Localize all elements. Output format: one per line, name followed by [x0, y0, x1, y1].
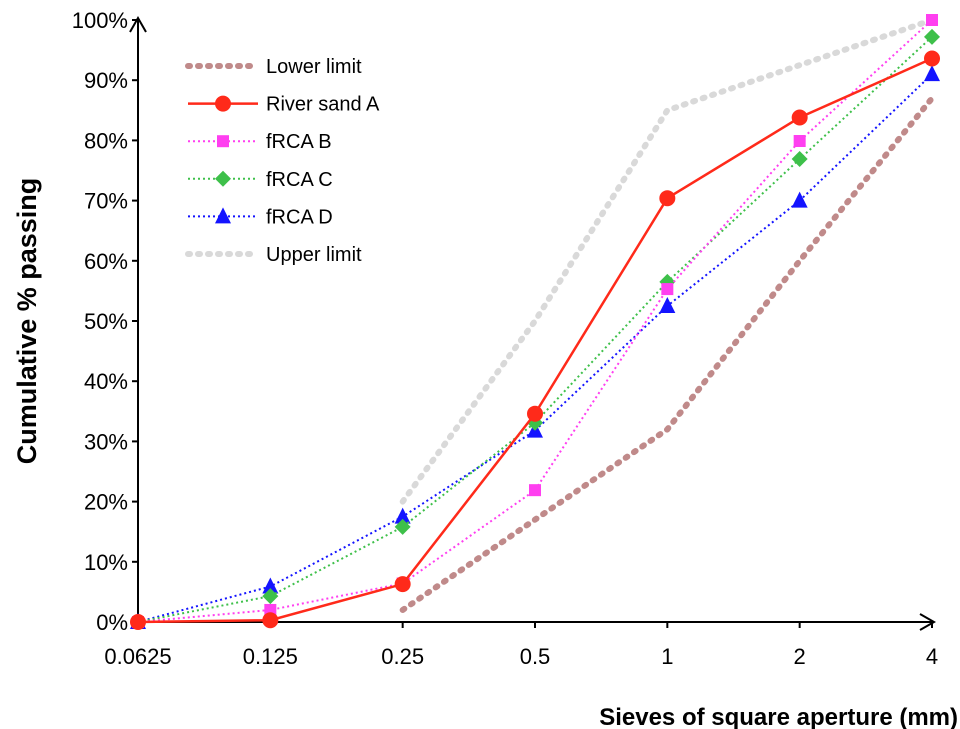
y-tick-label: 50%: [84, 309, 128, 334]
legend-item-river-sand-a: River sand A: [188, 94, 380, 116]
frca-d-point: [659, 296, 676, 313]
x-tick-label: 0.25: [381, 644, 424, 669]
legend-item-upper-limit: Upper limit: [185, 244, 362, 266]
frca-b-point: [926, 14, 938, 26]
series-group: [130, 14, 940, 630]
y-tick-label: 60%: [84, 249, 128, 274]
river-sand-a-point: [130, 614, 146, 630]
x-tick-label: 0.0625: [104, 644, 171, 669]
legend-frca-c-point: [215, 170, 231, 187]
legend-river-sand-a-point: [215, 95, 231, 112]
river-sand-a-point: [394, 576, 411, 593]
frca-d-point: [262, 577, 279, 594]
x-tick-label: 0.125: [243, 644, 298, 669]
x-tick-label: 0.5: [520, 644, 551, 669]
series-frca-c: [130, 28, 940, 630]
y-tick-label: 10%: [84, 550, 128, 575]
series-lower-limit: [399, 95, 935, 613]
legend-frca-d-point: [215, 207, 231, 224]
river-sand-a-point: [262, 612, 279, 629]
river-sand-a-point: [659, 190, 676, 207]
frca-c-point: [924, 28, 940, 45]
river-sand-a-point: [924, 50, 940, 67]
series-line-upper-limit: [399, 17, 935, 505]
y-tick-label: 30%: [84, 429, 128, 454]
river-sand-a-point: [527, 405, 543, 422]
frca-b-point: [793, 135, 806, 148]
series-line-frca-d: [137, 73, 933, 623]
legend-item-frca-b: fRCA B: [188, 131, 332, 153]
y-tick-label: 90%: [84, 68, 128, 93]
y-tick-label: 0%: [96, 610, 128, 635]
frca-c-point: [394, 518, 411, 535]
y-tick-label: 100%: [72, 8, 128, 33]
series-frca-d: [130, 65, 940, 629]
series-line-frca-c: [137, 36, 933, 623]
x-tick-labels: 0.0625 0.125 0.25 0.5 1 2 4: [104, 644, 938, 669]
legend-item-lower-limit: Lower limit: [185, 56, 362, 78]
frca-b-point: [529, 484, 541, 497]
legend-item-frca-c: fRCA C: [188, 169, 333, 191]
frca-d-point: [924, 65, 940, 82]
series-upper-limit: [399, 17, 935, 505]
legend-item-frca-d: fRCA D: [188, 206, 333, 228]
river-sand-a-point: [791, 109, 808, 126]
legend-label: fRCA B: [266, 131, 332, 153]
y-tick-label: 40%: [84, 369, 128, 394]
legend-label: fRCA D: [266, 206, 333, 228]
legend-label: River sand A: [266, 94, 380, 116]
y-axis-arrow: [129, 15, 147, 33]
x-tick-label: 1: [661, 644, 673, 669]
y-tick-label: 80%: [84, 128, 128, 153]
x-tick-label: 2: [794, 644, 806, 669]
x-axis-title: Sieves of square aperture (mm): [599, 704, 958, 729]
series-river-sand-a: [130, 50, 940, 630]
legend: Lower limit River sand A fRCA B fRCA C fRCA …: [185, 56, 380, 266]
legend-frca-b-point: [217, 135, 229, 148]
x-axis-arrow: [919, 613, 937, 631]
frca-d-point: [791, 191, 808, 208]
frca-d-point: [394, 507, 411, 524]
y-tick-labels: 0% 10% 20% 30% 40% 50% 60% 70% 80% 90% 100%: [72, 8, 128, 635]
legend-label: Upper limit: [266, 244, 362, 266]
series-line-river-sand-a: [137, 57, 933, 624]
x-tick-label: 4: [926, 644, 938, 669]
frca-c-point: [262, 588, 279, 605]
y-axis-title: Cumulative % passing: [12, 178, 42, 465]
y-tick-label: 70%: [84, 189, 128, 214]
frca-b-point: [661, 283, 674, 296]
series-line-lower-limit: [399, 95, 935, 613]
legend-label: fRCA C: [266, 169, 333, 191]
y-tick-label: 20%: [84, 490, 128, 515]
legend-label: Lower limit: [266, 56, 362, 78]
frca-c-point: [791, 151, 808, 168]
